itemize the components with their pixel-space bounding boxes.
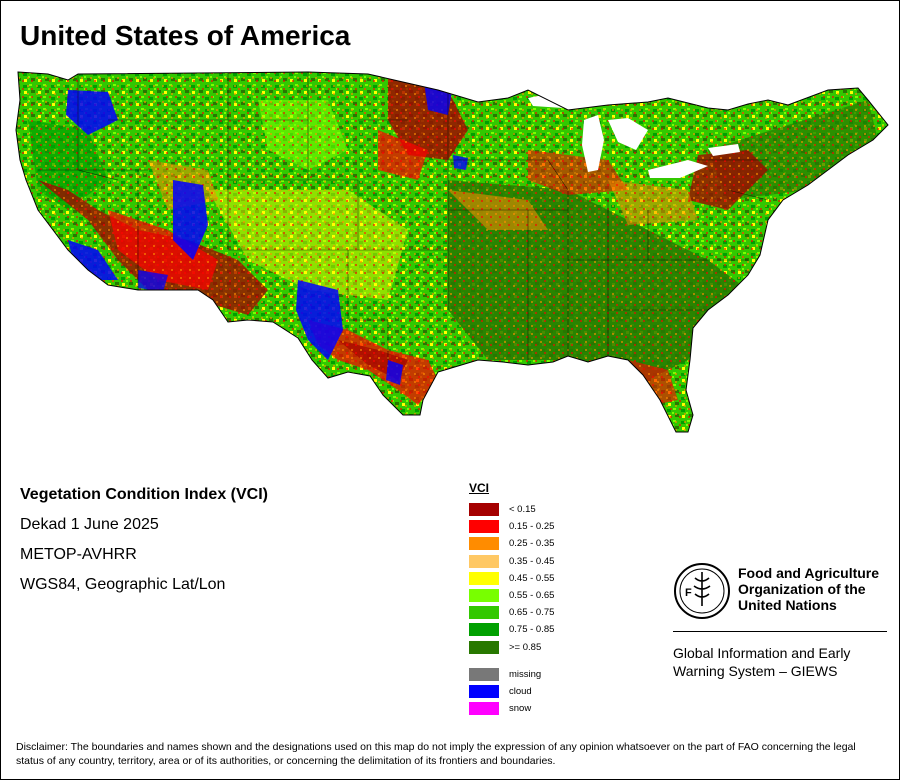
- legend-class-label: 0.45 - 0.55: [509, 572, 555, 584]
- giews-line1: Global Information and Early: [673, 645, 851, 661]
- fao-name-line2: Organization of the: [738, 581, 866, 597]
- giews-name: Global Information and Early Warning Sys…: [673, 644, 850, 680]
- legend-class-label: 0.35 - 0.45: [509, 555, 555, 567]
- legend-class-label: 0.25 - 0.35: [509, 538, 555, 550]
- legend-class-label: >= 0.85: [509, 641, 542, 653]
- map-info: Vegetation Condition Index (VCI) Dekad 1…: [20, 486, 268, 606]
- legend-class-label: < 0.15: [509, 504, 536, 516]
- legend-class-swatch: [469, 554, 499, 568]
- legend-class-swatch: [469, 640, 499, 654]
- period-label: Dekad 1 June 2025: [20, 516, 159, 533]
- legend-class-swatch: [469, 589, 499, 603]
- legend-class-label: 0.55 - 0.65: [509, 590, 555, 602]
- legend-classes: < 0.15 0.15 - 0.25 0.25 - 0.35 0.35 - 0.45 0…: [469, 501, 589, 656]
- fao-name-line1: Food and Agriculture: [738, 565, 880, 581]
- legend-class-swatch: [469, 520, 499, 534]
- legend-special-row: missing: [469, 666, 589, 683]
- state-boundaries: [38, 72, 769, 360]
- vci-legend: VCI < 0.15 0.15 - 0.25 0.25 - 0.35 0.35 - 0…: [469, 481, 589, 717]
- legend-special-label: cloud: [509, 685, 532, 697]
- fao-logo-icon: F: [674, 563, 730, 619]
- legend-title: VCI: [469, 481, 490, 495]
- legend-class-row: 0.65 - 0.75: [469, 604, 589, 621]
- fao-name: Food and Agriculture Organization of the…: [738, 565, 879, 613]
- legend-class-row: >= 0.85: [469, 639, 589, 656]
- legend-special-row: cloud: [469, 683, 589, 700]
- legend-class-swatch: [469, 606, 499, 620]
- legend-special-swatch: [469, 702, 499, 716]
- fao-divider: [673, 631, 887, 632]
- legend-special: missing cloud snow: [469, 666, 589, 718]
- legend-class-label: 0.75 - 0.85: [509, 624, 555, 636]
- great-lakes: [528, 90, 740, 178]
- legend-special-swatch: [469, 684, 499, 698]
- legend-special-swatch: [469, 667, 499, 681]
- legend-class-label: 0.65 - 0.75: [509, 607, 555, 619]
- legend-class-row: 0.45 - 0.55: [469, 570, 589, 587]
- projection-label: WGS84, Geographic Lat/Lon: [20, 576, 226, 593]
- legend-class-label: 0.15 - 0.25: [509, 521, 555, 533]
- legend-class-row: < 0.15: [469, 501, 589, 518]
- legend-special-row: snow: [469, 700, 589, 717]
- legend-special-label: snow: [509, 703, 532, 715]
- legend-gap: [469, 656, 589, 666]
- legend-class-swatch: [469, 537, 499, 551]
- legend-class-row: 0.35 - 0.45: [469, 553, 589, 570]
- legend-class-swatch: [469, 503, 499, 517]
- legend-class-swatch: [469, 623, 499, 637]
- legend-class-row: 0.25 - 0.35: [469, 535, 589, 552]
- vci-raster: [16, 72, 888, 432]
- giews-line2: Warning System – GIEWS: [673, 663, 838, 679]
- sensor-label: METOP-AVHRR: [20, 546, 137, 563]
- legend-special-label: missing: [509, 668, 542, 680]
- svg-text:F: F: [685, 587, 692, 599]
- legend-class-row: 0.75 - 0.85: [469, 621, 589, 638]
- map-title: United States of America: [20, 20, 351, 51]
- vci-map: [15, 71, 889, 433]
- disclaimer: Disclaimer: The boundaries and names sho…: [16, 741, 856, 767]
- legend-class-row: 0.15 - 0.25: [469, 518, 589, 535]
- legend-class-swatch: [469, 571, 499, 585]
- legend-class-row: 0.55 - 0.65: [469, 587, 589, 604]
- product-name: Vegetation Condition Index (VCI): [20, 486, 268, 503]
- fao-name-line3: United Nations: [738, 597, 837, 613]
